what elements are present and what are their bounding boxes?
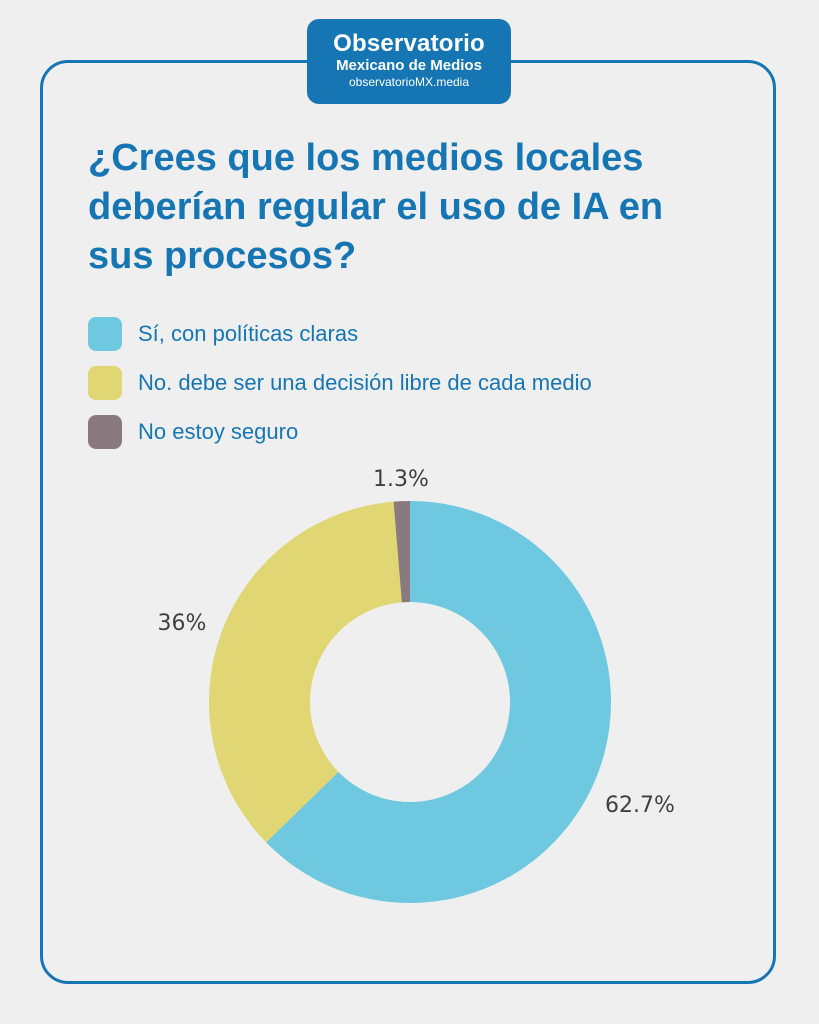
legend-label-no: No. debe ser una decisión libre de cada … [138,370,592,395]
legend-swatch-si [88,317,122,351]
chart-legend: Sí, con políticas claras No. debe ser un… [88,310,592,457]
legend-item-si: Sí, con políticas claras [88,310,592,358]
logo-url: observatorioMX.media [348,75,470,89]
data-label-unsure: 1.3% [373,467,429,492]
slice-unsure [393,501,410,603]
legend-label-unsure: No estoy seguro [138,419,299,444]
legend-item-unsure: No estoy seguro [88,408,592,456]
logo-name: Observatorio [333,30,485,57]
chart-title: ¿Crees que los medios locales deberían r… [88,137,664,277]
legend-swatch-no [88,366,122,400]
legend-label-si: Sí, con políticas claras [138,321,359,346]
data-label-no: 36% [158,611,207,636]
logo-subtitle: Mexicano de Medios [336,57,482,74]
slice-si [266,501,612,903]
slice-no [209,501,402,843]
legend-item-no: No. debe ser una decisión libre de cada … [88,359,592,407]
donut-slices [209,501,612,903]
brand-logo: Observatorio Mexicano de Medios observat… [307,19,511,104]
legend-swatch-unsure [88,415,122,449]
data-label-si: 62.7% [605,793,675,818]
